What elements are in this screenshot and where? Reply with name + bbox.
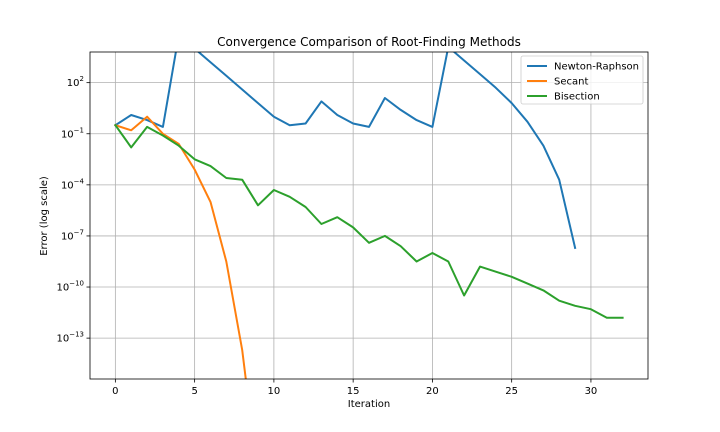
x-tick-label: 25 xyxy=(505,386,518,397)
plot-area xyxy=(90,52,648,379)
legend-box xyxy=(520,55,644,105)
x-tick-label: 10 xyxy=(268,386,281,397)
y-tick-label: 102 xyxy=(67,75,84,89)
series-line-newton-raphson xyxy=(114,52,577,250)
plot-frame xyxy=(89,51,649,380)
series-layer xyxy=(114,52,624,379)
series-line-bisection xyxy=(114,123,624,319)
y-tick-label: 10−7 xyxy=(61,228,84,242)
y-tick-label: 10−13 xyxy=(56,331,84,345)
x-tick-label: 30 xyxy=(585,386,598,397)
x-tick-label: 0 xyxy=(112,386,118,397)
legend-label-bisection: Bisection xyxy=(554,92,600,103)
legend: Newton-Raphson Secant Bisection xyxy=(520,55,644,105)
chart-title: Convergence Comparison of Root-Finding M… xyxy=(217,35,521,49)
legend-label-newton-raphson: Newton-Raphson xyxy=(554,62,639,73)
x-tick-label: 15 xyxy=(347,386,360,397)
y-axis-label: Error (log scale) xyxy=(39,176,50,256)
x-tick-label: 20 xyxy=(426,386,439,397)
y-tick-label: 10−4 xyxy=(61,177,85,191)
y-tick-label: 10−10 xyxy=(56,280,84,294)
x-axis-label: Iteration xyxy=(348,399,390,410)
ticks: 0 5 10 15 20 25 30 102 10−1 10−4 10−7 10−10 10−13 xyxy=(56,75,597,397)
x-tick-label: 5 xyxy=(191,386,197,397)
legend-label-secant: Secant xyxy=(554,77,588,88)
y-tick-label: 10−1 xyxy=(61,126,84,140)
series-line-secant xyxy=(114,115,247,379)
